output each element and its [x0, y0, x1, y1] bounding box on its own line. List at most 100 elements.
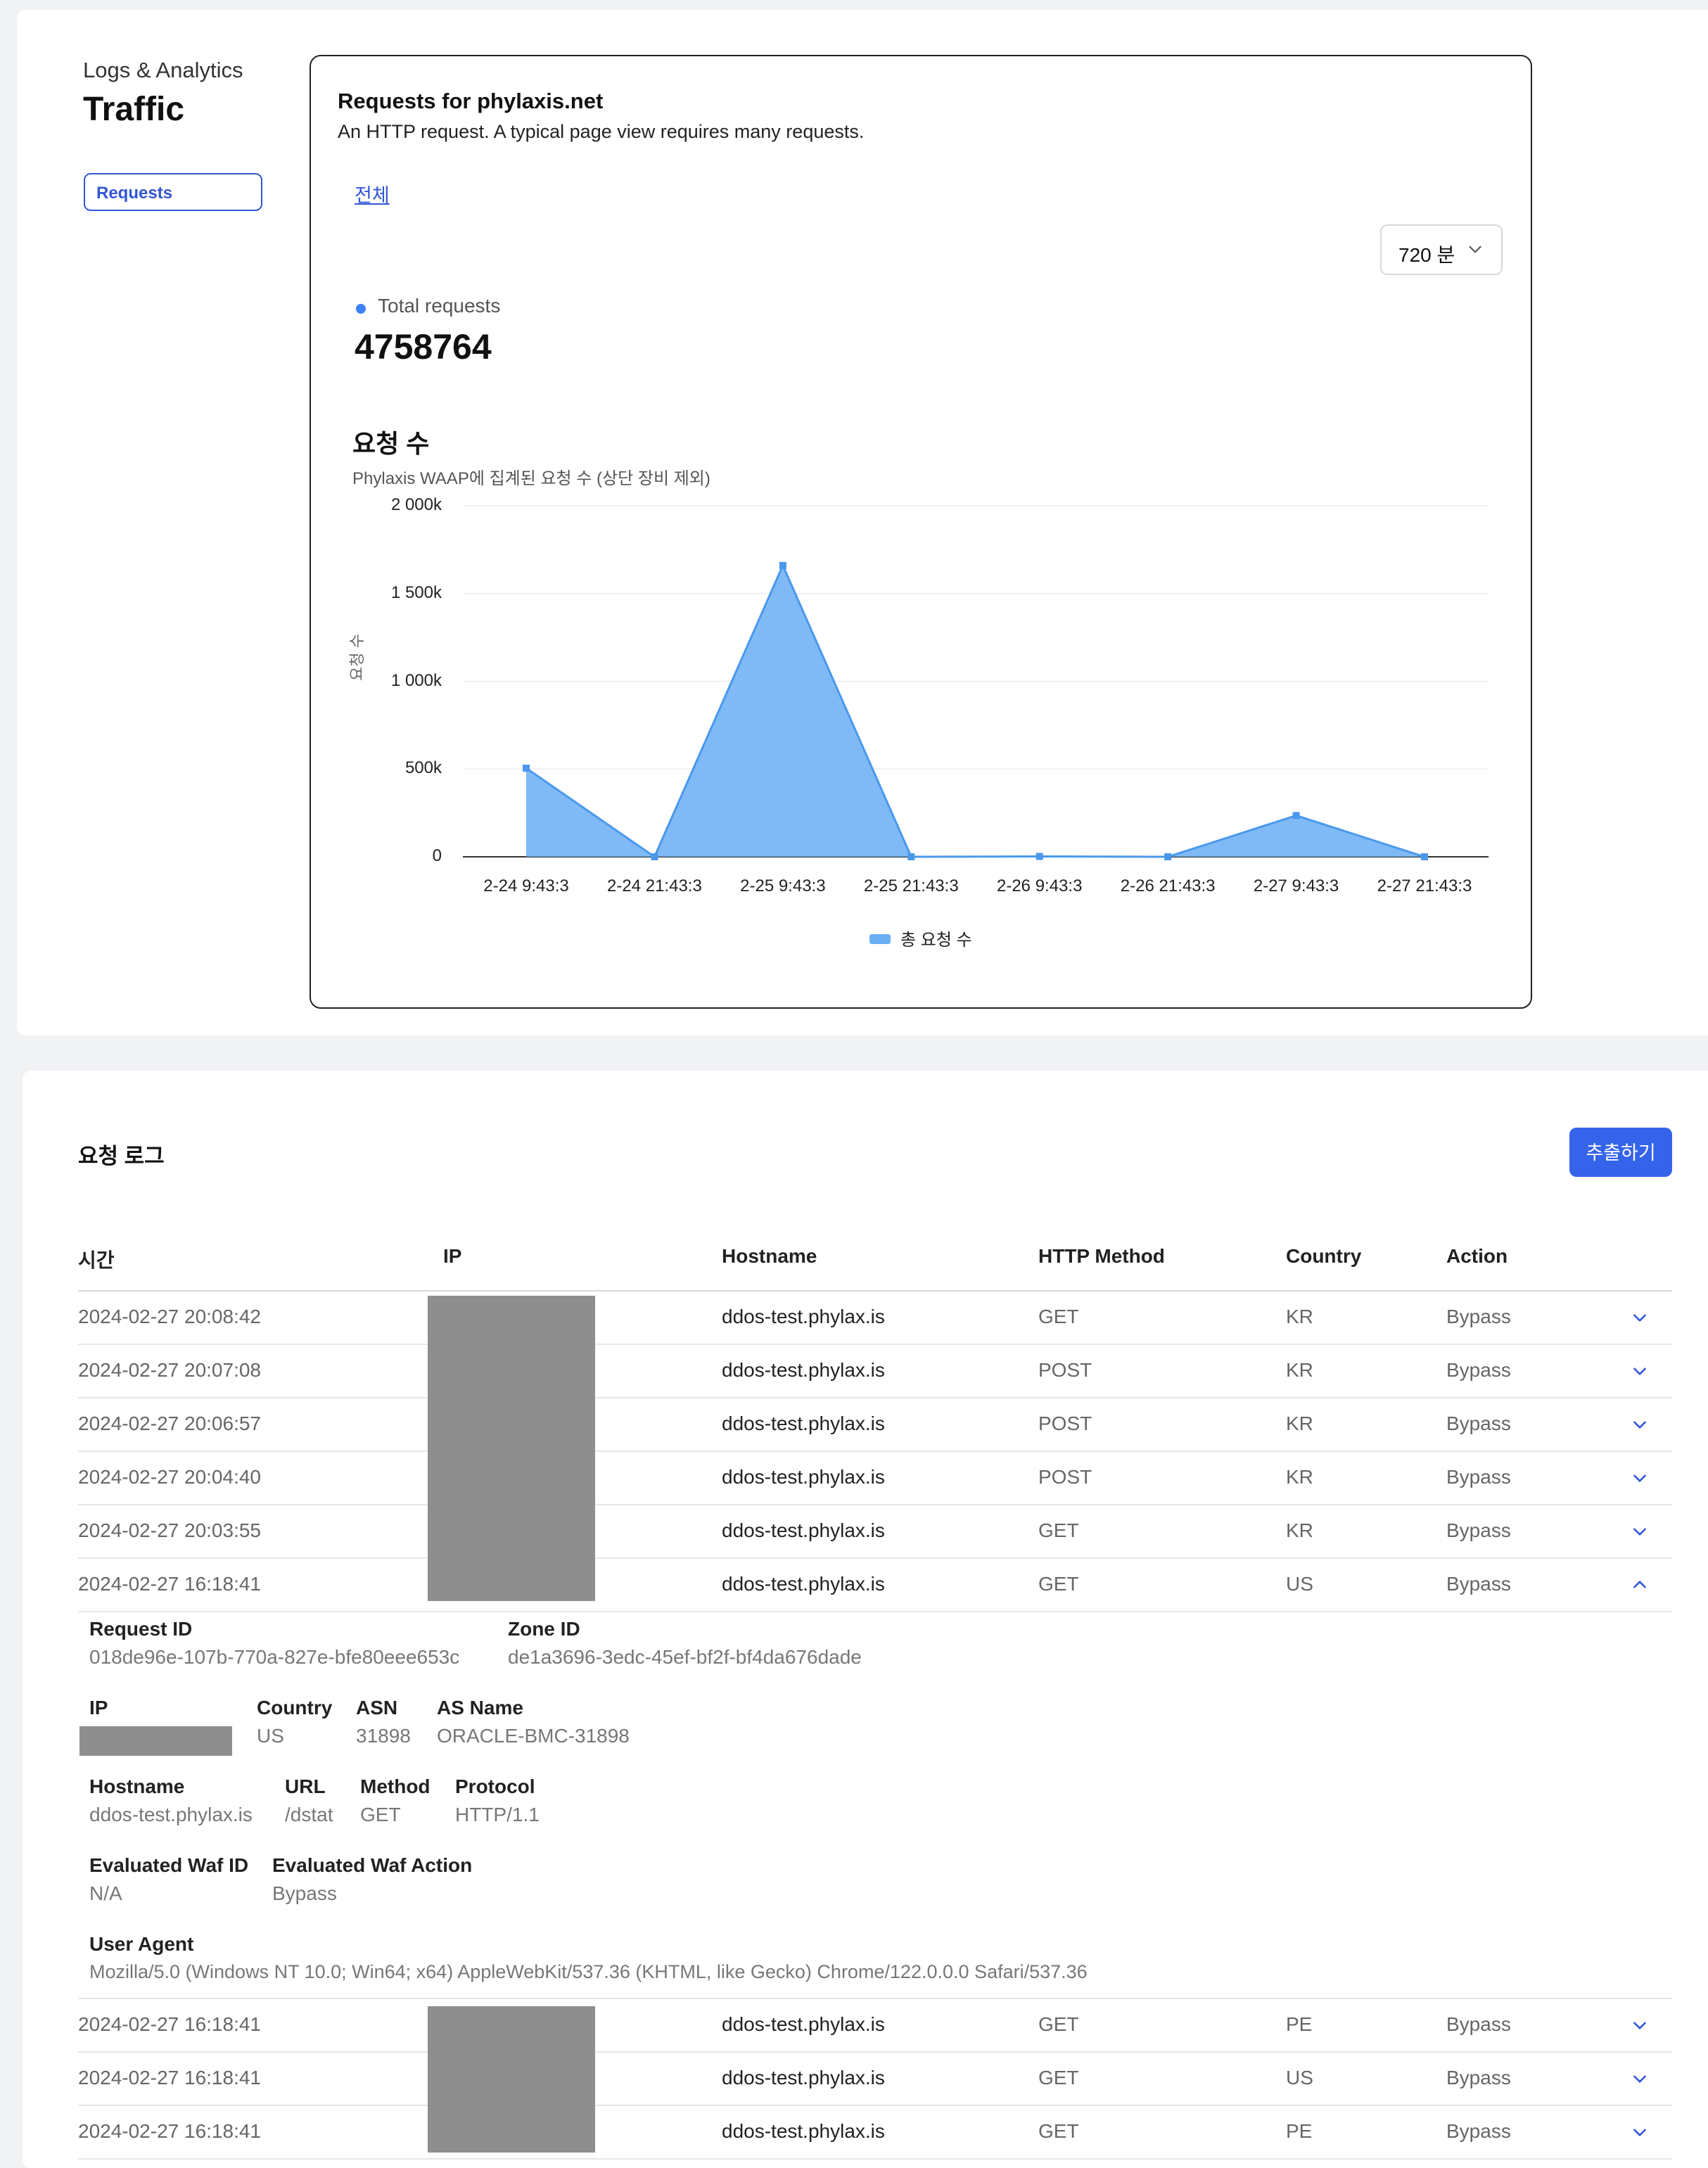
- detail-user-agent: Mozilla/5.0 (Windows NT 10.0; Win64; x64…: [89, 1961, 1088, 1982]
- series-line: [525, 563, 1425, 859]
- detail-label: Evaluated Waf Action: [272, 1854, 473, 1876]
- x-tick-label: 2-25 21:43:3: [863, 876, 959, 895]
- row-country: PE: [1286, 2013, 1313, 2035]
- row-time: 2024-02-27 20:06:57: [78, 1413, 261, 1434]
- table-row[interactable]: 2024-02-27 20:08:42 ddos-test.phylax.is GE…: [78, 1292, 1672, 1344]
- row-action: Bypass: [1446, 1413, 1511, 1434]
- chevron-down-icon[interactable]: [1631, 2016, 1649, 2034]
- y-tick-label: 1 000k: [390, 670, 442, 690]
- requests-nav-button[interactable]: Requests: [84, 173, 262, 211]
- redacted-ip-block: [428, 2006, 595, 2153]
- table-row[interactable]: 2024-02-27 20:07:08 ddos-test.phylax.is PO…: [78, 1345, 1672, 1397]
- table-row[interactable]: 2024-02-27 20:03:55 ddos-test.phylax.is GE…: [78, 1505, 1672, 1557]
- time-range-select[interactable]: 720 분: [1380, 224, 1503, 275]
- chevron-down-icon[interactable]: [1631, 2123, 1649, 2141]
- row-hostname: ddos-test.phylax.is: [722, 2013, 885, 2035]
- row-divider: [78, 1504, 1672, 1505]
- detail-label: Zone ID: [508, 1618, 580, 1640]
- row-country: KR: [1286, 1306, 1313, 1327]
- row-country: KR: [1286, 1466, 1313, 1488]
- table-row[interactable]: 2024-02-27 16:18:41 ddos-test.phylax.is GE…: [78, 1999, 1672, 2051]
- data-point[interactable]: [1421, 853, 1428, 860]
- table-row[interactable]: 2024-02-27 16:18:41 ddos-test.phylax.is GE…: [78, 2106, 1672, 2158]
- all-filter-link[interactable]: 전체: [355, 185, 390, 206]
- chevron-down-icon[interactable]: [1631, 1469, 1649, 1487]
- chevron-down-icon[interactable]: [1631, 1362, 1649, 1380]
- row-action: Bypass: [1446, 1519, 1511, 1541]
- row-action: Bypass: [1446, 2013, 1511, 2035]
- row-http-method: POST: [1038, 1359, 1092, 1381]
- log-title: 요청 로그: [78, 1144, 165, 1168]
- table-row[interactable]: 2024-02-27 16:18:41 ddos-test.phylax.is GE…: [78, 2053, 1672, 2105]
- data-point[interactable]: [651, 853, 658, 860]
- legend-label: 총 요청 수: [900, 931, 972, 950]
- row-action: Bypass: [1446, 1466, 1511, 1488]
- row-action: Bypass: [1446, 2067, 1511, 2089]
- row-hostname: ddos-test.phylax.is: [722, 1306, 885, 1327]
- row-hostname: ddos-test.phylax.is: [722, 1573, 885, 1595]
- row-time: 2024-02-27 16:18:41: [78, 1573, 261, 1595]
- panel-description: An HTTP request. A typical page view req…: [338, 121, 865, 142]
- x-tick-label: 2-24 21:43:3: [607, 876, 702, 895]
- row-country: KR: [1286, 1519, 1313, 1541]
- row-divider: [78, 1998, 1672, 1999]
- row-time: 2024-02-27 20:03:55: [78, 1519, 261, 1541]
- row-action: Bypass: [1446, 1359, 1511, 1381]
- y-tick-label: 1 500k: [390, 582, 442, 602]
- row-hostname: ddos-test.phylax.is: [722, 2120, 885, 2142]
- row-time: 2024-02-27 20:08:42: [78, 1306, 261, 1327]
- data-point[interactable]: [779, 561, 786, 569]
- detail-hostname: ddos-test.phylax.is: [89, 1804, 253, 1825]
- y-tick-label: 2 000k: [390, 495, 442, 514]
- chevron-down-icon[interactable]: [1631, 2070, 1649, 2088]
- requests-panel: [310, 55, 1532, 1009]
- total-requests-label: Total requests: [378, 295, 501, 317]
- table-row[interactable]: 2024-02-27 20:04:40 ddos-test.phylax.is PO…: [78, 1452, 1672, 1504]
- column-header-ip: IP: [443, 1245, 462, 1267]
- table-row[interactable]: 2024-02-27 16:18:41 ddos-test.phylax.is GE…: [78, 1559, 1672, 1611]
- row-country: US: [1286, 2067, 1313, 2089]
- detail-label: Hostname: [89, 1775, 185, 1797]
- detail-waf-id: N/A: [89, 1882, 122, 1904]
- export-button[interactable]: 추출하기: [1569, 1128, 1672, 1177]
- chart-title: 요청 수: [352, 429, 430, 458]
- total-requests-value: 4758764: [355, 327, 492, 366]
- data-point[interactable]: [1292, 812, 1300, 820]
- row-time: 2024-02-27 20:04:40: [78, 1466, 261, 1488]
- row-country: US: [1286, 1573, 1313, 1595]
- page-title: Traffic: [83, 91, 185, 128]
- row-divider: [78, 1344, 1672, 1345]
- series-dot-icon: [356, 304, 366, 314]
- chevron-down-icon[interactable]: [1631, 1308, 1649, 1327]
- x-tick-label: 2-26 9:43:3: [996, 876, 1083, 895]
- row-action: Bypass: [1446, 1306, 1511, 1327]
- requests-chart: [463, 505, 1489, 860]
- time-range-value: 720 분: [1398, 244, 1455, 266]
- row-country: KR: [1286, 1359, 1313, 1381]
- chevron-down-icon[interactable]: [1631, 1522, 1649, 1541]
- detail-label: ASN: [356, 1697, 398, 1719]
- table-row[interactable]: 2024-02-27 20:06:57 ddos-test.phylax.is PO…: [78, 1398, 1672, 1450]
- detail-label: Protocol: [455, 1775, 535, 1797]
- column-header-time: 시간: [78, 1249, 115, 1271]
- data-point[interactable]: [907, 853, 915, 860]
- row-hostname: ddos-test.phylax.is: [722, 1359, 885, 1381]
- data-point[interactable]: [1164, 853, 1172, 860]
- chevron-up-icon[interactable]: [1631, 1576, 1649, 1594]
- data-point[interactable]: [523, 765, 530, 772]
- request-log-card: [23, 1071, 1708, 2168]
- detail-label: AS Name: [437, 1697, 523, 1719]
- row-divider: [78, 1450, 1672, 1452]
- row-divider: [78, 1611, 1672, 1612]
- row-divider: [78, 2105, 1672, 2106]
- row-http-method: GET: [1038, 1573, 1079, 1595]
- row-hostname: ddos-test.phylax.is: [722, 1466, 885, 1488]
- x-tick-label: 2-25 9:43:3: [740, 876, 826, 895]
- row-action: Bypass: [1446, 2120, 1511, 2142]
- data-point[interactable]: [1035, 853, 1043, 860]
- row-http-method: POST: [1038, 1466, 1092, 1488]
- row-time: 2024-02-27 20:07:08: [78, 1359, 261, 1381]
- row-http-method: GET: [1038, 2067, 1079, 2089]
- row-hostname: ddos-test.phylax.is: [722, 2067, 885, 2089]
- chevron-down-icon[interactable]: [1631, 1415, 1649, 1434]
